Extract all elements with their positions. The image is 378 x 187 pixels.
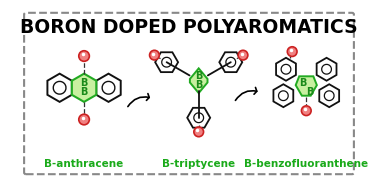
Circle shape: [79, 114, 89, 125]
Text: B: B: [195, 71, 202, 81]
Text: BORON DOPED POLYAROMATICS: BORON DOPED POLYAROMATICS: [20, 18, 358, 37]
Polygon shape: [219, 52, 242, 72]
Polygon shape: [47, 74, 72, 102]
Polygon shape: [273, 84, 293, 107]
Polygon shape: [296, 76, 317, 96]
Polygon shape: [72, 74, 96, 102]
Polygon shape: [155, 52, 178, 72]
Polygon shape: [317, 58, 336, 81]
Polygon shape: [319, 84, 339, 107]
Circle shape: [150, 50, 159, 60]
Polygon shape: [190, 68, 208, 93]
Circle shape: [238, 50, 248, 60]
Circle shape: [301, 106, 311, 116]
Text: B-anthracene: B-anthracene: [45, 160, 124, 169]
Circle shape: [79, 51, 89, 61]
Text: B: B: [306, 87, 313, 97]
Text: B: B: [81, 78, 88, 88]
FancyBboxPatch shape: [24, 13, 354, 174]
Text: B: B: [195, 80, 202, 90]
Polygon shape: [276, 58, 296, 81]
Text: B-triptycene: B-triptycene: [162, 160, 235, 169]
Text: B: B: [299, 78, 307, 88]
Circle shape: [287, 47, 297, 56]
Circle shape: [194, 127, 203, 137]
Text: B-benzofluoranthene: B-benzofluoranthene: [244, 160, 368, 169]
Polygon shape: [96, 74, 121, 102]
Polygon shape: [187, 108, 210, 128]
Text: B: B: [81, 87, 88, 97]
